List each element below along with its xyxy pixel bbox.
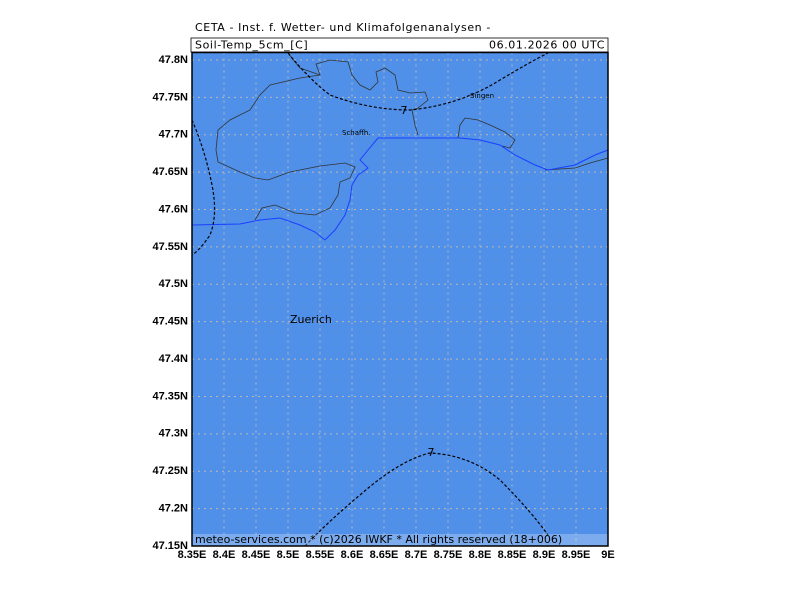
lat-tick-label: 47.5N xyxy=(159,278,188,290)
lon-tick-label: 8.75E xyxy=(434,549,463,561)
lat-tick-label: 47.6N xyxy=(159,203,188,215)
lon-tick-label: 8.45E xyxy=(242,549,271,561)
contour xyxy=(191,119,216,256)
border xyxy=(287,52,429,136)
lat-tick-label: 47.7N xyxy=(159,129,188,141)
lon-tick-label: 8.55E xyxy=(306,549,335,561)
lat-tick-label: 47.4N xyxy=(159,353,188,365)
contour xyxy=(304,452,549,547)
place-label: Schaffh. xyxy=(342,129,371,137)
border xyxy=(544,157,609,171)
lat-tick-label: 47.45N xyxy=(153,316,189,328)
lon-tick-label: 8.4E xyxy=(213,549,236,561)
header-title: CETA - Inst. f. Wetter- und Klimafolgena… xyxy=(195,21,491,34)
footer-band xyxy=(192,534,608,546)
map-area xyxy=(192,52,608,546)
river xyxy=(191,137,609,241)
date-label: 06.01.2026 00 UTC xyxy=(489,39,605,52)
lon-tick-label: 8.8E xyxy=(469,549,492,561)
lat-tick-label: 47.3N xyxy=(159,428,188,440)
lon-tick-label: 8.85E xyxy=(498,549,527,561)
lon-tick-label: 8.5E xyxy=(277,549,300,561)
lat-tick-label: 47.2N xyxy=(159,503,188,515)
lat-tick-label: 47.75N xyxy=(153,91,189,103)
lat-tick-label: 47.15N xyxy=(153,540,189,552)
contour-label: 7 xyxy=(428,446,435,459)
borders xyxy=(191,52,609,241)
variable-label: Soil-Temp_5cm_[C] xyxy=(195,39,308,52)
lat-tick-label: 47.25N xyxy=(153,465,189,477)
lon-tick-label: 8.65E xyxy=(370,549,399,561)
lat-tick-label: 47.65N xyxy=(153,166,189,178)
lon-tick-label: 9E xyxy=(601,549,614,561)
lat-tick-label: 47.35N xyxy=(153,390,189,402)
contour xyxy=(287,52,549,111)
lon-tick-label: 8.95E xyxy=(562,549,591,561)
lon-tick-label: 8.35E xyxy=(178,549,207,561)
map-frame xyxy=(191,51,609,547)
place-label: Singen xyxy=(470,92,494,100)
lon-tick-label: 8.9E xyxy=(533,549,556,561)
footer: meteo-services.com * (c)2026 IWKF * All … xyxy=(195,533,562,546)
border xyxy=(457,117,516,149)
lat-tick-label: 47.8N xyxy=(159,54,188,66)
border xyxy=(215,74,356,221)
place-label: Zuerich xyxy=(290,313,332,326)
lon-tick-label: 8.6E xyxy=(341,549,364,561)
lat-tick-label: 47.55N xyxy=(153,241,189,253)
lon-tick-label: 8.7E xyxy=(405,549,428,561)
contour-label: 7 xyxy=(401,104,408,117)
